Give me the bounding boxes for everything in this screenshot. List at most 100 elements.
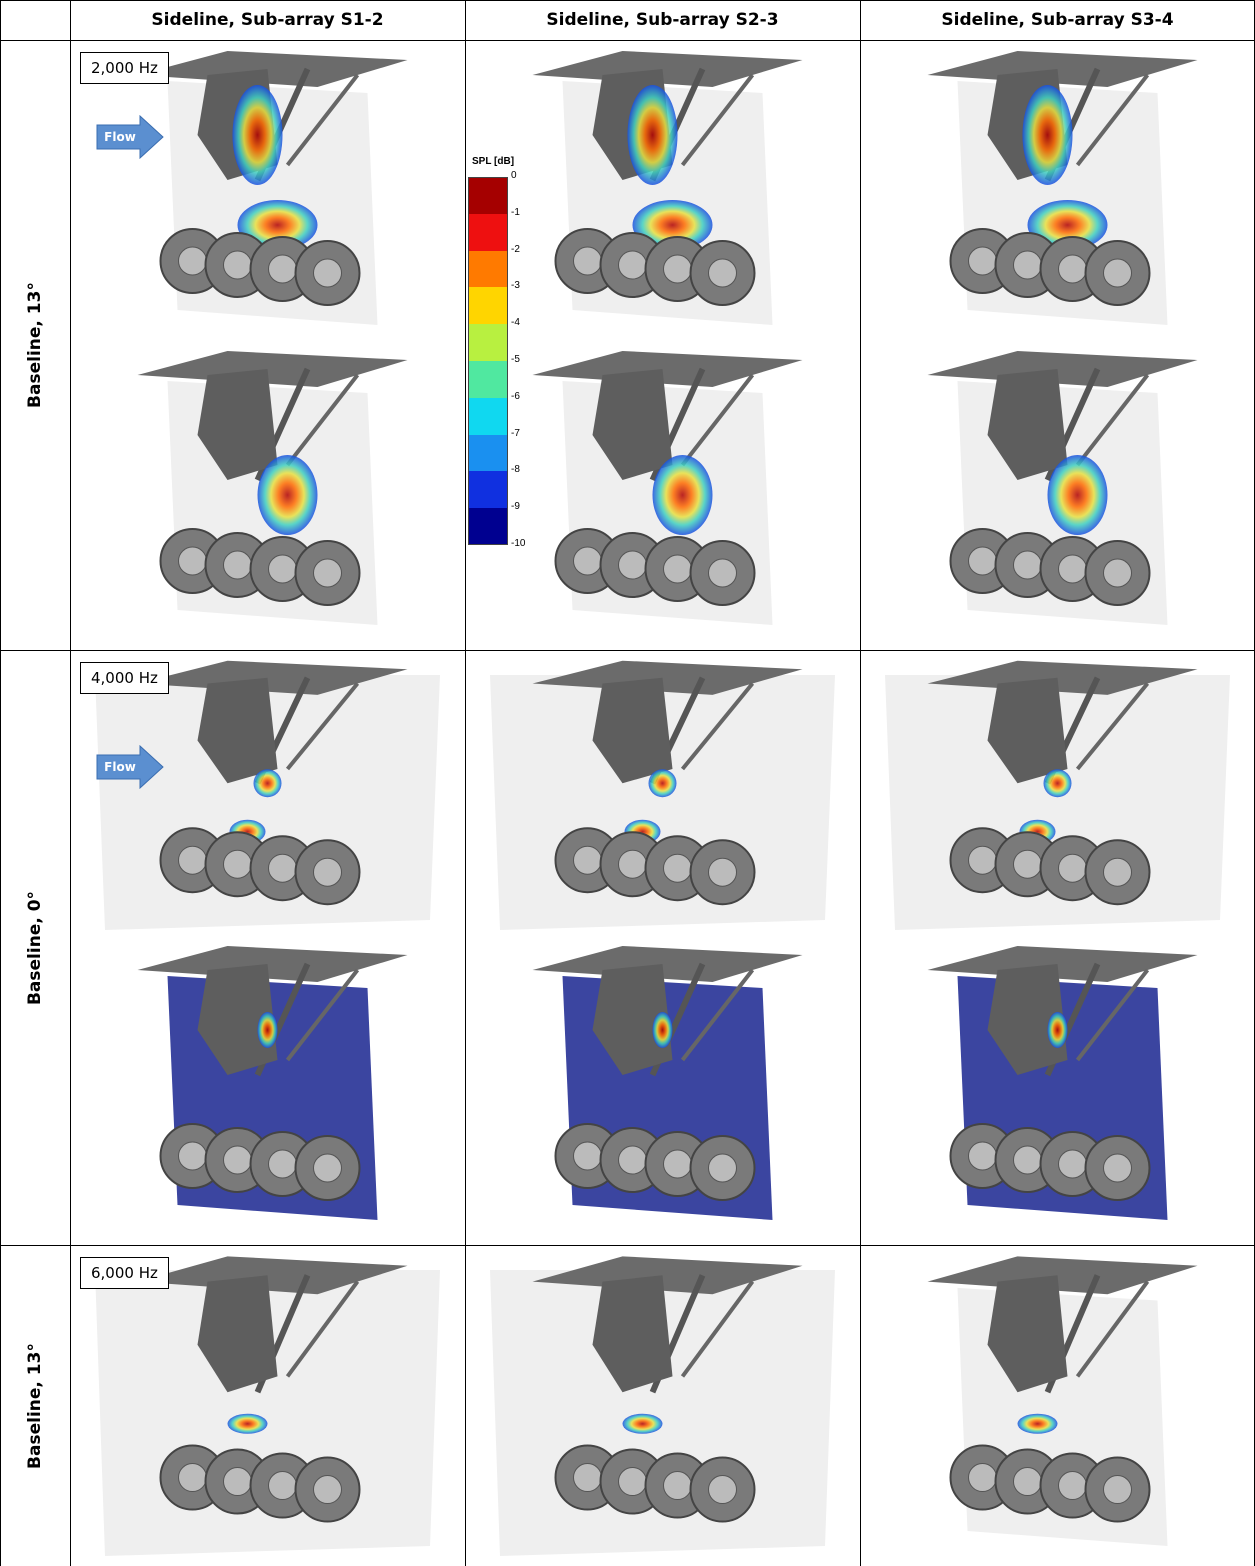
colorbar-segment bbox=[468, 213, 508, 252]
strut bbox=[1075, 1280, 1150, 1378]
hub bbox=[618, 1145, 647, 1175]
hub bbox=[618, 1467, 647, 1497]
wing-plate bbox=[137, 660, 408, 695]
colorbar-segment bbox=[468, 177, 508, 215]
colorbar-tick-label: -8 bbox=[511, 464, 520, 476]
hub bbox=[573, 845, 602, 875]
hub bbox=[573, 1463, 602, 1493]
strut bbox=[1075, 373, 1150, 467]
wing-plate bbox=[927, 660, 1198, 695]
strut bbox=[680, 73, 755, 167]
noise-source bbox=[1043, 769, 1072, 798]
noise-source bbox=[1047, 455, 1108, 535]
strut bbox=[680, 968, 755, 1062]
gear-image bbox=[927, 351, 1198, 625]
gear-image bbox=[532, 946, 803, 1220]
hub bbox=[968, 845, 997, 875]
noise-source bbox=[227, 1413, 268, 1434]
strut bbox=[1075, 682, 1150, 771]
noise-source bbox=[253, 769, 282, 798]
table-rule bbox=[0, 0, 1, 1566]
hub bbox=[313, 1153, 342, 1183]
hub bbox=[1058, 853, 1087, 883]
noise-source bbox=[257, 455, 318, 535]
strut bbox=[285, 73, 360, 167]
strut bbox=[680, 1280, 755, 1378]
wing-plate bbox=[532, 946, 803, 982]
wing-plate bbox=[927, 1256, 1198, 1295]
hub bbox=[573, 1141, 602, 1171]
hub bbox=[1013, 1145, 1042, 1175]
hub bbox=[1103, 558, 1132, 588]
hub bbox=[178, 246, 207, 276]
noise-source bbox=[627, 85, 678, 185]
colorbar-tick-label: -4 bbox=[511, 317, 520, 329]
hub bbox=[268, 554, 297, 584]
wing-plate bbox=[532, 660, 803, 695]
door bbox=[592, 677, 673, 784]
hub bbox=[1013, 1467, 1042, 1497]
colorbar-tick-label: 0 bbox=[511, 170, 517, 181]
table-rule bbox=[0, 0, 1255, 1]
wing-plate bbox=[927, 351, 1198, 387]
colorbar-segment bbox=[468, 434, 508, 472]
door bbox=[197, 964, 278, 1075]
row-label: Baseline, 0° bbox=[25, 890, 46, 1005]
door bbox=[197, 1275, 278, 1393]
gear-image bbox=[95, 1256, 440, 1556]
hub bbox=[178, 546, 207, 576]
colorbar-segment bbox=[468, 471, 508, 509]
hub bbox=[268, 853, 297, 883]
gear-image bbox=[927, 51, 1198, 325]
hub bbox=[708, 258, 737, 288]
hub bbox=[268, 254, 297, 284]
noise-source bbox=[232, 85, 283, 185]
door bbox=[987, 677, 1068, 784]
colorbar-tick-label: -9 bbox=[511, 501, 520, 513]
hub bbox=[178, 845, 207, 875]
table-rule bbox=[0, 1245, 1255, 1246]
door bbox=[197, 369, 278, 480]
flow-arrow: Flow bbox=[96, 745, 164, 789]
wing-plate bbox=[137, 351, 408, 387]
hub bbox=[1058, 254, 1087, 284]
door bbox=[592, 369, 673, 480]
gear-image bbox=[137, 946, 408, 1220]
door bbox=[987, 369, 1068, 480]
door bbox=[592, 1275, 673, 1393]
hub bbox=[223, 550, 252, 580]
hub bbox=[223, 1467, 252, 1497]
strut bbox=[1075, 73, 1150, 167]
hub bbox=[223, 849, 252, 879]
wing-plate bbox=[137, 946, 408, 982]
colorbar-segment bbox=[468, 508, 508, 546]
colorbar-tick-label: -10 bbox=[511, 538, 526, 549]
gear-image bbox=[532, 351, 803, 625]
hub bbox=[663, 254, 692, 284]
hub bbox=[708, 558, 737, 588]
hub bbox=[268, 1149, 297, 1179]
column-header: Sideline, Sub-array S3-4 bbox=[941, 10, 1174, 30]
hub bbox=[1103, 1153, 1132, 1183]
wing-plate bbox=[137, 1256, 408, 1295]
hub bbox=[223, 1145, 252, 1175]
hub bbox=[1013, 550, 1042, 580]
colorbar-tick-label: -1 bbox=[511, 206, 520, 218]
hub bbox=[618, 849, 647, 879]
gear-image bbox=[137, 51, 408, 325]
noise-source bbox=[257, 1012, 278, 1048]
gear-image bbox=[490, 1256, 835, 1556]
hub bbox=[178, 1463, 207, 1493]
gear-image bbox=[95, 660, 440, 930]
table-rule bbox=[465, 0, 466, 1566]
wing-plate bbox=[532, 351, 803, 387]
noise-source bbox=[1047, 1012, 1068, 1048]
hub bbox=[708, 1475, 737, 1505]
hub bbox=[1013, 849, 1042, 879]
gear-image bbox=[532, 51, 803, 325]
column-header: Sideline, Sub-array S1-2 bbox=[151, 10, 384, 30]
hub bbox=[663, 554, 692, 584]
noise-source bbox=[1027, 200, 1108, 250]
door bbox=[987, 964, 1068, 1075]
noise-source bbox=[652, 1012, 673, 1048]
